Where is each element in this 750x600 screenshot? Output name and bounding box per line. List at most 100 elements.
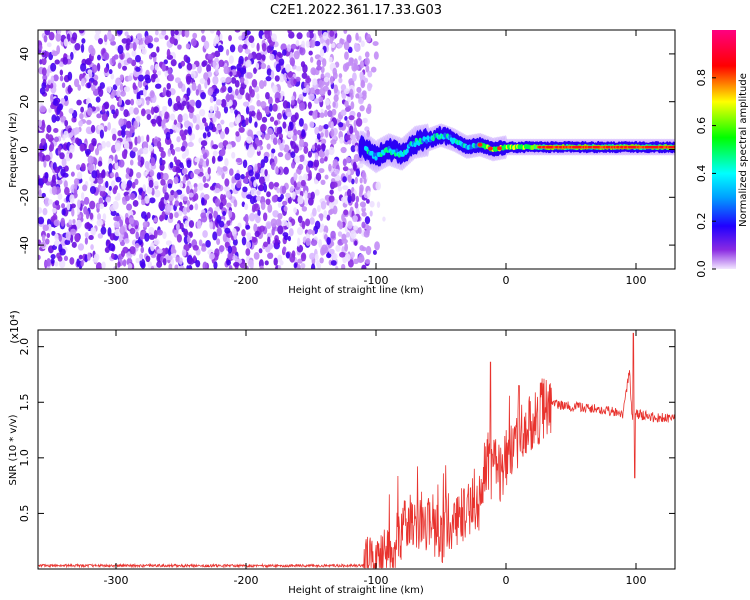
spectrogram-noise-cell: [188, 220, 195, 228]
spectrogram-noise-cell: [205, 158, 210, 167]
spectrogram-noise-cell: [121, 180, 127, 190]
spectrogram-noise-cell: [146, 113, 152, 121]
spectrogram-noise-cell: [256, 130, 263, 136]
spectrogram-noise-cell: [122, 259, 127, 267]
spectrogram-noise-cell: [344, 134, 351, 141]
spectrogram-noise-cell: [224, 126, 230, 135]
spectrogram-noise-cell: [300, 179, 306, 187]
spectrogram-noise-cell: [137, 154, 141, 162]
spectrogram-noise-cell: [81, 38, 86, 44]
spectrogram-noise-cell: [354, 240, 358, 246]
spectrogram-noise-cell: [285, 63, 291, 73]
spectrogram-noise-cell: [69, 194, 75, 204]
spectrogram-noise-cell: [150, 51, 157, 58]
spectrogram-noise-cell: [207, 53, 214, 60]
spectrogram-noise-cell: [46, 232, 51, 239]
spectrogram-noise-cell: [171, 124, 176, 131]
spectrogram-noise-cell: [286, 221, 292, 228]
spectrogram-noise-cell: [373, 51, 379, 60]
spectrogram-noise-cell: [372, 41, 379, 46]
spectrogram-noise-cell: [201, 147, 206, 155]
spectrogram-noise-cell: [110, 252, 115, 259]
spectrogram-noise-cell: [145, 35, 149, 45]
spectrogram-noise-cell: [201, 117, 207, 124]
spectrogram-noise-cell: [233, 233, 238, 241]
spectrogram-noise-cell: [39, 142, 43, 152]
spectrogram-noise-cell: [340, 146, 347, 154]
spectrogram-noise-cell: [217, 45, 224, 53]
spectrogram-noise-cell: [245, 224, 251, 230]
spectrogram-noise-cell: [316, 144, 321, 152]
spectrogram-noise-cell: [98, 203, 105, 210]
spectrogram-noise-cell: [306, 31, 310, 38]
spectrogram-noise-cell: [283, 234, 289, 241]
spectrogram-noise-cell: [170, 247, 175, 254]
spectrogram-noise-cell: [140, 246, 145, 254]
spectrogram-noise-cell: [71, 32, 78, 41]
spectrogram-noise-cell: [293, 207, 297, 214]
spectrogram-noise-cell: [89, 185, 97, 194]
spectrogram-noise-cell: [281, 219, 288, 227]
spectrogram-noise-cell: [169, 113, 176, 121]
spectrogram-noise-cell: [259, 183, 264, 191]
spectrogram-noise-cell: [136, 91, 141, 101]
spectrogram-noise-cell: [277, 225, 284, 235]
spectrogram-noise-cell: [78, 30, 85, 34]
spectrogram-noise-cell: [352, 215, 358, 223]
spectrogram-noise-cell: [49, 93, 54, 103]
spectrogram-noise-cell: [264, 133, 271, 141]
spectrogram-noise-cell: [74, 180, 78, 190]
spectrogram-noise-cell: [359, 105, 365, 112]
spectrogram-x-tick-label: 100: [626, 274, 647, 287]
spectrogram-noise-cell: [342, 185, 349, 191]
spectrogram-noise-cell: [145, 255, 151, 263]
spectrogram-noise-cell: [192, 115, 197, 124]
spectrogram-noise-cell: [285, 251, 290, 259]
spectrogram-noise-cell: [139, 231, 144, 241]
spectrogram-noise-cell: [44, 260, 49, 267]
spectrogram-noise-cell: [207, 88, 214, 96]
spectrogram-noise-cell: [209, 185, 216, 191]
spectrogram-noise-cell: [211, 155, 216, 164]
spectrogram-noise-cell: [224, 157, 229, 167]
spectrogram-noise-cell: [47, 79, 52, 86]
spectrogram-noise-cell: [139, 253, 144, 260]
spectrogram-noise-cell: [276, 126, 282, 135]
spectrogram-noise-cell: [117, 130, 122, 137]
spectrogram-noise-cell: [153, 217, 158, 223]
spectrogram-noise-cell: [61, 203, 66, 209]
spectrogram-noise-cell: [132, 41, 137, 52]
spectrogram-noise-cell: [61, 82, 66, 89]
spectrogram-noise-cell: [349, 134, 357, 140]
spectrogram-noise-cell: [296, 244, 304, 253]
spectrogram-noise-cell: [170, 59, 177, 67]
spectrogram-noise-cell: [270, 70, 275, 80]
spectrogram-noise-cell: [226, 143, 233, 150]
spectrogram-noise-cell: [274, 75, 280, 82]
spectrogram-noise-cell: [55, 115, 61, 122]
spectrogram-noise-cell: [142, 221, 148, 228]
spectrogram-noise-cell: [106, 31, 112, 40]
spectrogram-noise-cell: [202, 230, 208, 238]
spectrogram-noise-cell: [354, 201, 359, 209]
spectrogram-noise-cell: [182, 175, 187, 185]
spectrogram-noise-cell: [195, 99, 202, 109]
spectrogram-noise-cell: [68, 132, 74, 138]
spectrogram-noise-cell: [194, 157, 200, 163]
spectrogram-noise-cell: [355, 93, 360, 99]
spectrogram-noise-cell: [225, 94, 232, 101]
spectrogram-noise-cell: [54, 261, 59, 267]
spectrogram-noise-cell: [319, 257, 324, 264]
spectrogram-noise-cell: [323, 234, 328, 240]
spectrogram-noise-cell: [198, 158, 204, 166]
spectrogram-noise-cell: [228, 35, 232, 42]
spectrogram-noise-cell: [115, 108, 119, 117]
spectrogram-noise-cell: [60, 97, 66, 104]
spectrogram-noise-cell: [99, 129, 104, 139]
spectrogram-noise-cell: [138, 44, 145, 50]
spectrogram-noise-cell: [344, 253, 351, 262]
spectrogram-noise-cell: [250, 187, 257, 196]
spectrogram-noise-cell: [105, 140, 111, 148]
spectrogram-noise-cell: [318, 238, 323, 248]
spectrogram-noise-cell: [320, 179, 326, 186]
